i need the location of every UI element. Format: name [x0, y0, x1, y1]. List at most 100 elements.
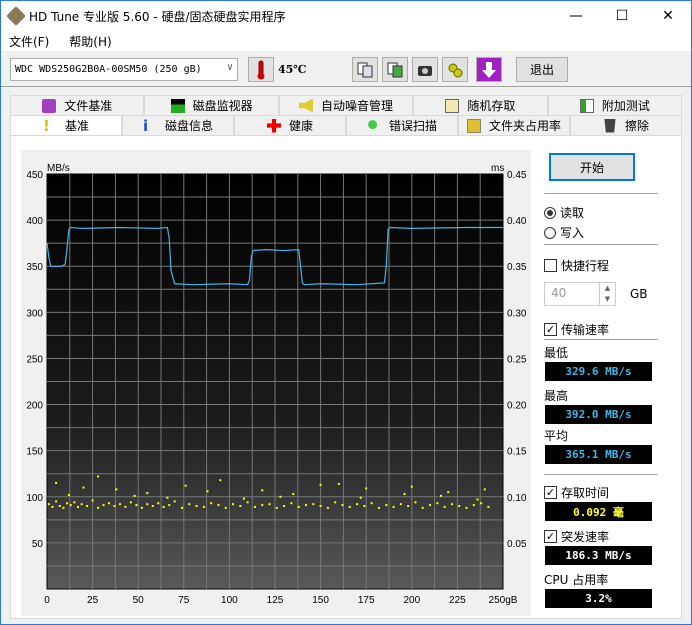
info-icon: i — [142, 116, 149, 135]
access-time-point — [135, 504, 138, 507]
access-time-point — [86, 505, 89, 507]
health-cross-icon — [266, 118, 281, 133]
write-radio[interactable]: 写入 — [544, 224, 584, 241]
screenshot-button[interactable] — [412, 57, 438, 82]
access-time-point — [279, 495, 282, 498]
close-button[interactable]: ✕ — [662, 8, 674, 24]
access-time-point — [146, 503, 149, 506]
minimize-button[interactable]: — — [569, 8, 583, 24]
access-time-point — [97, 506, 100, 509]
access-time-point — [140, 506, 143, 509]
access-time-value: 0.092 毫 — [545, 502, 652, 521]
y-tick-label: 250 — [26, 354, 43, 365]
camera-icon — [418, 65, 432, 76]
x-tick-label: 250gB — [489, 595, 518, 606]
check-icon: ✓ — [544, 530, 557, 543]
access-time-point — [217, 504, 220, 507]
access-time-point — [162, 505, 165, 508]
access-time-point — [268, 503, 271, 506]
access-time-point — [239, 505, 242, 507]
menu-file[interactable]: 文件(F) — [9, 34, 50, 49]
window-title: HD Tune 专业版 5.60 - 硬盘/固态硬盘实用程序 — [29, 9, 286, 24]
transfer-checkbox[interactable]: ✓ 传输速率 — [544, 323, 610, 337]
access-time-point — [188, 503, 191, 506]
access-time-point — [146, 492, 149, 495]
benchmark-panel: 50 100 150 200 250 300 350 400 450 0.05 0.10 0.15 0.… — [10, 135, 682, 619]
quick-size-stepper[interactable]: 40 ▲ ▼ — [544, 282, 616, 306]
access-time-point — [206, 490, 209, 493]
copy-text-icon — [357, 62, 373, 77]
read-radio[interactable]: 读取 — [544, 204, 584, 221]
access-time-point — [348, 505, 351, 508]
magnifier-icon — [366, 118, 381, 133]
download-icon — [482, 61, 496, 78]
access-time-point — [443, 505, 446, 508]
tab-error-scan[interactable]: 错误扫描 — [346, 115, 458, 135]
tab-aam[interactable]: 自动噪音管理 — [278, 95, 414, 115]
y2-tick-label: 0.15 — [507, 447, 527, 458]
tab-folder-usage[interactable]: 文件夹占用率 — [458, 115, 570, 135]
access-time-point — [283, 505, 286, 507]
copy-image-button[interactable] — [382, 57, 408, 82]
tab-health[interactable]: 健康 — [234, 115, 346, 135]
access-time-point — [476, 498, 479, 501]
access-time-point — [133, 494, 136, 497]
copy-image-icon — [387, 62, 403, 77]
access-time-point — [341, 504, 344, 507]
maximize-button[interactable]: ☐ — [615, 8, 629, 24]
access-time-point — [450, 503, 453, 506]
tab-file-benchmark[interactable]: 文件基准 — [10, 95, 145, 115]
access-time-point — [319, 483, 322, 486]
access-time-point — [80, 503, 83, 506]
save-button[interactable] — [476, 57, 502, 82]
tab-erase[interactable]: 擦除 — [570, 115, 682, 135]
access-time-point — [62, 506, 65, 509]
check-icon: ✓ — [544, 486, 557, 499]
spin-arrows-icon[interactable]: ▲ ▼ — [599, 283, 615, 305]
drive-select[interactable]: WDC WDS250G2B0A-00SM50 (250 gB) ∨ — [10, 58, 238, 81]
copy-text-button[interactable] — [352, 57, 378, 82]
x-tick-label: 75 — [178, 595, 190, 606]
x-tick-label: 100 — [221, 595, 238, 606]
access-time-point — [253, 505, 256, 508]
chevron-down-icon: ∨ — [226, 62, 233, 73]
y2-tick-label: 0.30 — [507, 308, 527, 319]
access-time-point — [436, 502, 439, 505]
y2-tick-label: 0.10 — [507, 493, 527, 504]
access-time-point — [334, 501, 337, 504]
random-access-icon — [445, 98, 460, 113]
access-time-point — [115, 488, 118, 491]
x-tick-label: 25 — [87, 595, 99, 606]
temperature-value: 45℃ — [278, 63, 307, 76]
tab-extra-tests[interactable]: 附加测试 — [547, 95, 683, 115]
x-tick-label: 150 — [312, 595, 329, 606]
exit-button[interactable]: 退出 — [516, 57, 568, 82]
y2-tick-label: 0.40 — [507, 216, 527, 227]
tab-benchmark[interactable]: ! 基准 — [10, 115, 122, 135]
access-time-point — [399, 503, 402, 506]
start-button[interactable]: 开始 — [549, 153, 635, 181]
access-time-point — [82, 486, 85, 489]
exclamation-icon: ! — [42, 116, 50, 135]
y-tick-label: 350 — [26, 262, 43, 273]
access-time-point — [305, 504, 308, 507]
chart-svg: 501001502002503003504004500.050.100.150.… — [26, 163, 527, 606]
access-time-point — [58, 505, 61, 507]
tab-disk-monitor[interactable]: 磁盘监视器 — [144, 95, 279, 115]
tab-disk-info[interactable]: i 磁盘信息 — [122, 115, 234, 135]
access-time-point — [168, 504, 171, 507]
menu-help[interactable]: 帮助(H) — [69, 34, 112, 49]
trash-icon — [604, 118, 616, 133]
tab-random-access[interactable]: 随机存取 — [413, 95, 548, 115]
access-time-point — [392, 505, 395, 508]
burst-rate-checkbox[interactable]: ✓ 突发速率 — [544, 530, 610, 544]
options-button[interactable] — [442, 57, 468, 82]
x-tick-label: 175 — [358, 595, 375, 606]
access-time-point — [487, 505, 490, 508]
access-time-point — [180, 506, 183, 509]
access-time-point — [292, 493, 295, 496]
quick-checkbox[interactable]: 快捷行程 — [544, 257, 609, 274]
access-time-checkbox[interactable]: ✓ 存取时间 — [544, 486, 610, 500]
min-value: 329.6 MB/s — [545, 362, 652, 381]
access-time-point — [242, 497, 245, 500]
